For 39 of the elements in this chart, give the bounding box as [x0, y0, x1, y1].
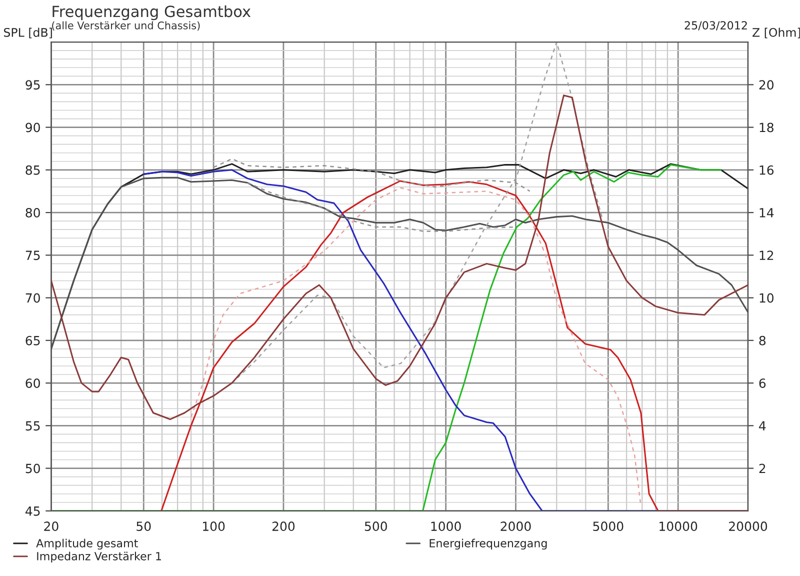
y-tick-label: 75: [26, 250, 40, 260]
y2-tick-label: 8: [759, 336, 766, 346]
x-tick-label: 5000: [593, 522, 624, 532]
x-tick-label: 20000: [729, 522, 768, 532]
y2-tick-label: 16: [760, 165, 774, 175]
y2-tick-label: 4: [759, 421, 766, 430]
y2-tick-label: 14: [760, 208, 774, 218]
y2-tick-label: 6: [759, 378, 766, 388]
legend-label: Amplitude gesamt: [36, 538, 138, 550]
y-tick-label: 50: [26, 464, 40, 474]
x-tick-label: 200: [272, 522, 295, 532]
y2-tick-label: 20: [759, 80, 774, 90]
y2-tick-label: 2: [759, 464, 766, 474]
chart-subtitle: (alle Verstärker und Chassis): [52, 21, 200, 31]
y2-axis-title: Z [Ohm]: [752, 28, 800, 38]
y-tick-label: 60: [26, 378, 40, 388]
x-tick-label: 2000: [500, 522, 531, 532]
legend-label: Impedanz Verstärker 1: [37, 552, 161, 563]
x-tick-label: 1000: [431, 522, 461, 532]
x-tick-label: 20: [44, 522, 58, 532]
text: 25/03/2012: [684, 21, 747, 30]
y2-tick-label: 12: [760, 250, 774, 260]
y-tick-label: 70: [26, 293, 40, 303]
y-tick-label: 80: [26, 208, 40, 218]
y-tick-label: 85: [26, 165, 40, 175]
x-tick-label: 100: [202, 522, 225, 532]
y-tick-label: 95: [26, 80, 40, 90]
y-tick-label: 65: [26, 336, 40, 346]
legend-label: Energiefrequenzgang: [430, 538, 547, 550]
y2-tick-label: 18: [760, 122, 774, 132]
y-tick-label: 55: [26, 421, 40, 431]
x-tick-label: 50: [136, 522, 151, 532]
chart-title: Frequenzgang Gesamtbox: [52, 5, 251, 20]
y2-tick-label: 10: [760, 293, 774, 303]
y-tick-label: 45: [25, 506, 40, 516]
y-tick-label: 90: [26, 122, 40, 132]
x-tick-label: 10000: [660, 522, 698, 532]
y-axis-title: SPL [dB]: [4, 28, 52, 38]
x-tick-label: 500: [364, 522, 387, 532]
